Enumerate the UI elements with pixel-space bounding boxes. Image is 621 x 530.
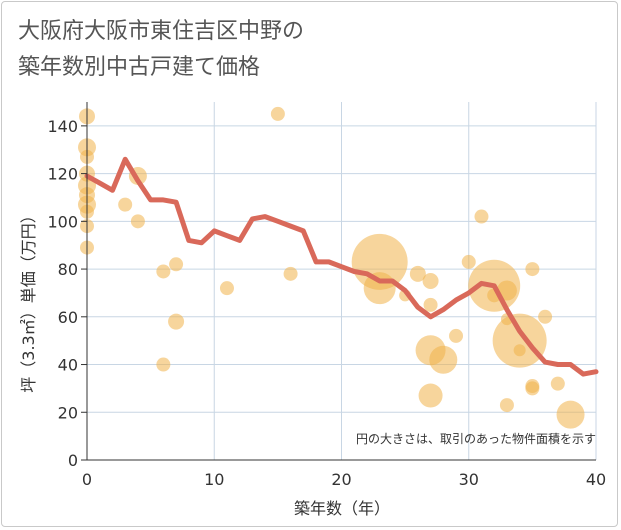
y-axis-label: 坪（3.3㎡）単価（万円） bbox=[19, 207, 38, 392]
data-bubble bbox=[168, 313, 185, 330]
bubble-series bbox=[78, 106, 585, 429]
average-line-series bbox=[84, 156, 599, 377]
data-bubble bbox=[423, 297, 438, 312]
y-tick-label: 120 bbox=[47, 165, 78, 184]
data-bubble bbox=[409, 265, 426, 282]
data-bubble bbox=[422, 273, 439, 289]
tick-labels: 0 10 20 30 40 0 20 40 60 80 100 120 140 bbox=[47, 117, 606, 489]
data-bubble bbox=[499, 398, 514, 413]
chart-title: 大阪府大阪市東住吉区中野の 築年数別中古戸建て価格 bbox=[18, 14, 304, 86]
y-tick-label: 60 bbox=[58, 308, 78, 327]
x-tick-label: 10 bbox=[204, 470, 224, 489]
data-bubble bbox=[169, 257, 184, 272]
data-bubble bbox=[219, 281, 234, 296]
x-tick-label: 30 bbox=[459, 470, 479, 489]
y-tick-label: 100 bbox=[47, 212, 78, 231]
data-bubble bbox=[156, 264, 171, 279]
x-tick-label: 0 bbox=[82, 470, 92, 489]
y-tick-label: 80 bbox=[58, 260, 78, 279]
y-tick-label: 20 bbox=[58, 403, 78, 422]
data-bubble bbox=[525, 262, 540, 277]
data-bubble bbox=[429, 345, 458, 374]
data-bubble bbox=[130, 214, 145, 229]
data-bubble bbox=[270, 106, 285, 121]
y-tick-label: 40 bbox=[58, 356, 78, 375]
data-bubble bbox=[513, 344, 526, 357]
x-tick-label: 40 bbox=[586, 470, 606, 489]
data-bubble bbox=[418, 383, 443, 408]
average-price-line bbox=[84, 156, 599, 377]
data-bubble bbox=[474, 209, 489, 224]
data-bubble bbox=[550, 376, 565, 391]
y-tick-label: 0 bbox=[68, 451, 78, 470]
data-bubble bbox=[156, 357, 171, 372]
chart-title-line-2: 築年数別中古戸建て価格 bbox=[18, 55, 261, 80]
data-bubble bbox=[449, 328, 464, 343]
data-bubble bbox=[538, 309, 553, 324]
y-tick-label: 140 bbox=[47, 117, 78, 136]
bubble-size-note: 円の大きさは、取引のあった物件面積を示す bbox=[356, 431, 596, 446]
x-axis-label: 築年数（年） bbox=[294, 499, 390, 518]
data-bubble bbox=[461, 254, 476, 269]
data-bubble bbox=[492, 313, 547, 368]
data-bubble bbox=[283, 266, 298, 281]
data-bubble bbox=[118, 197, 133, 212]
chart-title-line-1: 大阪府大阪市東住吉区中野の bbox=[18, 19, 305, 44]
axes bbox=[81, 102, 596, 461]
x-tick-label: 20 bbox=[331, 470, 351, 489]
data-bubble bbox=[525, 381, 540, 396]
data-bubble bbox=[556, 400, 585, 429]
